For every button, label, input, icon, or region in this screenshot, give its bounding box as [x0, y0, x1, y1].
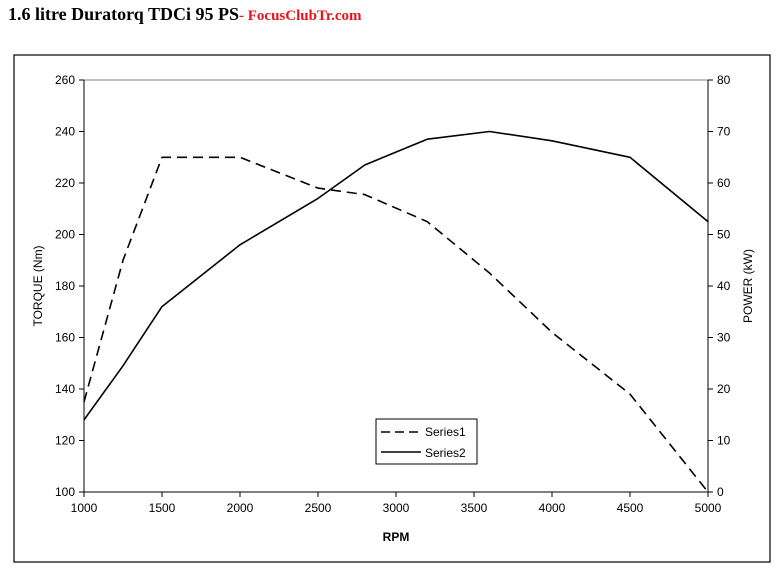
x-tick-label: 2000	[227, 501, 254, 515]
series-line-2	[84, 132, 708, 420]
y-tick-label-right: 60	[717, 176, 731, 190]
y-tick-label-right: 50	[717, 228, 731, 242]
y-tick-label-left: 220	[55, 176, 75, 190]
torque-power-chart: 1000 1500 2000 2500 3000 3500 4000 4500 50001001…	[0, 0, 779, 568]
x-tick-label: 4500	[617, 501, 644, 515]
y-tick-label-right: 80	[717, 73, 731, 87]
y-tick-label-right: 30	[717, 331, 731, 345]
y-tick-label-left: 200	[55, 228, 75, 242]
x-tick-label: 2500	[305, 501, 332, 515]
chart-area-border	[14, 55, 770, 562]
y-tick-label-right: 10	[717, 434, 731, 448]
y-tick-label-left: 140	[55, 382, 75, 396]
y-tick-label-right: 70	[717, 125, 731, 139]
x-tick-label: 5000	[695, 501, 722, 515]
y-tick-label-left: 240	[55, 125, 75, 139]
x-axis-title: RPM	[383, 530, 410, 544]
y-tick-label-left: 260	[55, 73, 75, 87]
y-tick-label-right: 40	[717, 279, 731, 293]
y-tick-label-left: 160	[55, 331, 75, 345]
x-tick-label: 4000	[539, 501, 566, 515]
x-tick-label: 1000	[71, 501, 98, 515]
x-tick-label: 3500	[461, 501, 488, 515]
y-tick-label-right: 20	[717, 382, 731, 396]
y-tick-label-left: 180	[55, 279, 75, 293]
y-axis-title-right: POWER (kW)	[741, 249, 755, 323]
legend-label-series2: Series2	[425, 446, 466, 460]
y-axis-title-left: TORQUE (Nm)	[31, 245, 45, 326]
x-tick-label: 1500	[149, 501, 176, 515]
legend: Series1 Series2	[376, 419, 477, 464]
y-tick-label-right: 0	[717, 485, 724, 499]
y-tick-label-left: 120	[55, 434, 75, 448]
x-tick-label: 3000	[383, 501, 410, 515]
legend-label-series1: Series1	[425, 425, 466, 439]
y-tick-label-left: 100	[55, 485, 75, 499]
